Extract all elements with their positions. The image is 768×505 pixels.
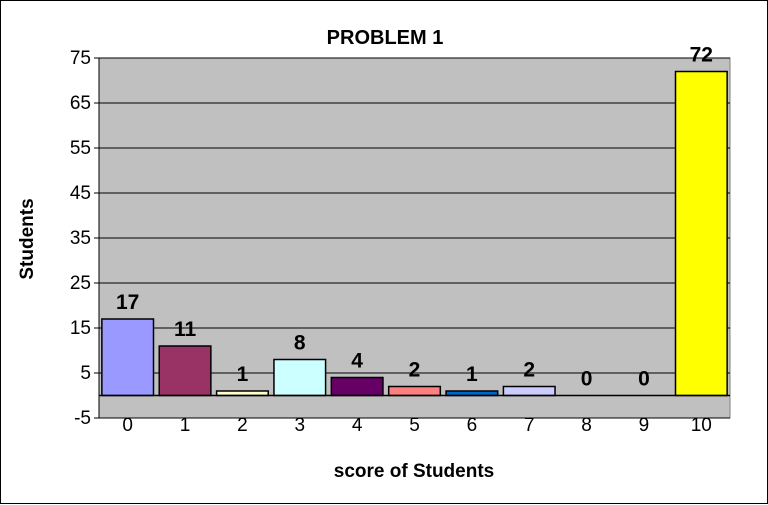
bar-1 bbox=[158, 345, 212, 397]
y-axis-label: Students bbox=[17, 198, 38, 279]
bar-0 bbox=[101, 318, 155, 397]
data-label-1: 11 bbox=[174, 318, 197, 341]
x-tick-label: 0 bbox=[122, 415, 133, 436]
bar-5 bbox=[387, 385, 442, 397]
bar-3 bbox=[273, 358, 327, 397]
x-tick-label: 7 bbox=[524, 415, 535, 436]
x-tick-label: 2 bbox=[237, 415, 248, 436]
bar-10 bbox=[674, 70, 728, 397]
y-tick-label: 5 bbox=[80, 363, 91, 384]
bar-4 bbox=[330, 376, 384, 397]
chart-title: PROBLEM 1 bbox=[327, 27, 444, 49]
x-tick-label: 4 bbox=[352, 415, 363, 436]
data-label-6: 1 bbox=[466, 363, 478, 386]
x-tick-label: 6 bbox=[467, 415, 478, 436]
data-label-9: 0 bbox=[638, 368, 650, 391]
y-tick-label: 75 bbox=[70, 48, 91, 69]
data-label-3: 8 bbox=[294, 332, 306, 355]
data-label-2: 1 bbox=[237, 363, 249, 386]
x-tick-label: 9 bbox=[639, 415, 650, 436]
y-tick-label: 65 bbox=[70, 93, 91, 114]
data-label-5: 2 bbox=[409, 359, 421, 382]
y-tick-label: 55 bbox=[70, 138, 91, 159]
y-tick-label: 25 bbox=[70, 273, 91, 294]
data-label-7: 2 bbox=[523, 359, 535, 382]
data-label-10: 72 bbox=[690, 44, 713, 67]
y-tick-label: -5 bbox=[74, 408, 91, 429]
y-tick-label: 15 bbox=[70, 318, 91, 339]
data-label-0: 17 bbox=[116, 291, 139, 314]
x-axis-label: score of Students bbox=[334, 461, 494, 482]
x-tick-label: 10 bbox=[691, 415, 712, 436]
x-tick-label: 8 bbox=[581, 415, 592, 436]
y-tick-label: 35 bbox=[70, 228, 91, 249]
x-tick-label: 3 bbox=[294, 415, 305, 436]
data-label-8: 0 bbox=[581, 368, 593, 391]
y-tick-label: 45 bbox=[70, 183, 91, 204]
bar-7 bbox=[502, 385, 556, 397]
data-label-4: 4 bbox=[351, 350, 363, 373]
x-tick-label: 5 bbox=[409, 415, 420, 436]
x-tick-label: 1 bbox=[180, 415, 191, 436]
